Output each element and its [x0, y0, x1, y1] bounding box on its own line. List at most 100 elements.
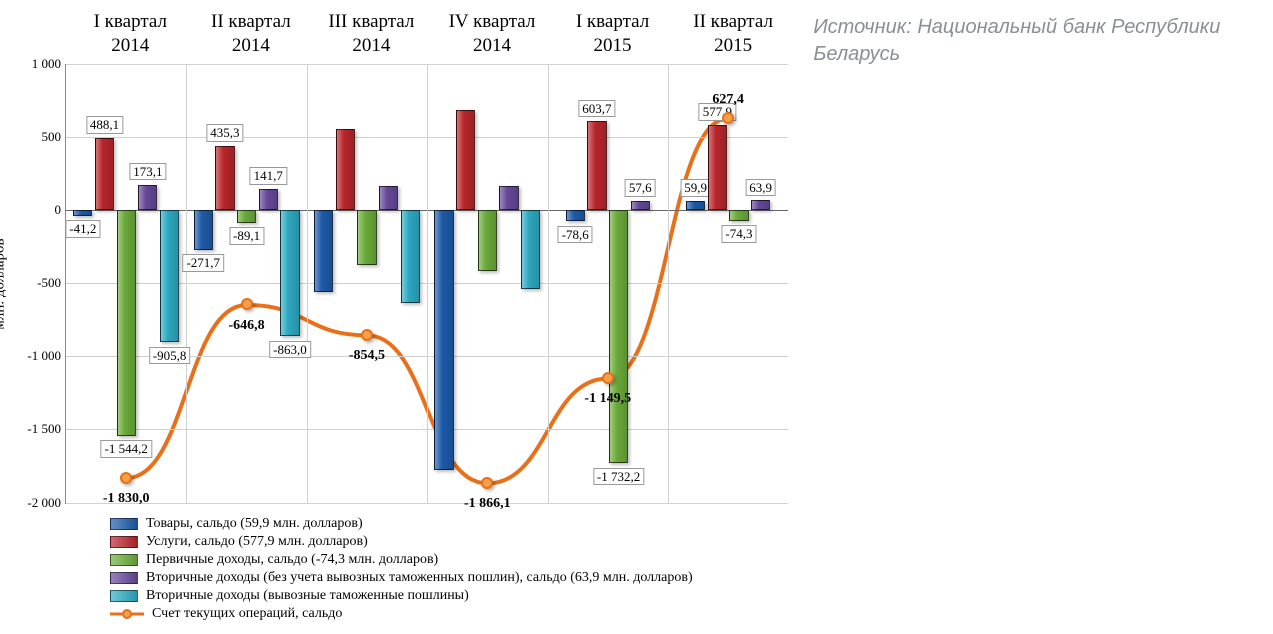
bar-group: -271,7435,3-89,1141,7-863,0: [186, 64, 306, 503]
bar-secondary: [138, 185, 157, 210]
y-tick-label: 1 000: [16, 56, 61, 72]
bar-value-label: -74,3: [721, 225, 756, 243]
bar-group: [307, 64, 427, 503]
legend-label: Товары, сальдо (59,9 млн. долларов): [146, 516, 363, 532]
category-label: II квартал2014: [191, 10, 312, 58]
bar-goods: [686, 201, 705, 210]
legend-item: Вторичные доходы (без учета вывозных там…: [110, 570, 793, 586]
y-axis-label: млн. долларов: [0, 238, 9, 329]
bar-value-label: 141,7: [250, 167, 287, 185]
legend-swatch: [110, 518, 138, 530]
bar-primary: [478, 210, 497, 271]
bar-value-label: 173,1: [129, 163, 166, 181]
category-labels: I квартал2014II квартал2014III квартал20…: [10, 10, 793, 58]
line-value-label: -854,5: [349, 348, 385, 364]
bar-value-label: -863,0: [269, 341, 311, 359]
bar-value-label: -271,7: [182, 254, 224, 272]
bar-value-label: 488,1: [86, 116, 123, 134]
bar-goods: [73, 210, 92, 216]
y-tick-label: 500: [16, 129, 61, 145]
bar-value-label: -1 732,2: [593, 468, 644, 486]
chart-container: I квартал2014II квартал2014III квартал20…: [10, 10, 793, 624]
bar-secondary: [259, 189, 278, 210]
bar-group: [427, 64, 547, 503]
bar-export_duties: [521, 210, 540, 289]
bar-services: [215, 146, 234, 210]
legend-line-swatch: [110, 607, 144, 621]
bar-value-label: -41,2: [65, 220, 100, 238]
category-label: III квартал2014: [311, 10, 432, 58]
line-value-label: -1 866,1: [464, 496, 511, 512]
line-value-label: -1 830,0: [103, 491, 150, 507]
bar-goods: [566, 210, 585, 222]
line-marker: [361, 329, 373, 341]
bar-services: [95, 138, 114, 209]
line-marker: [481, 477, 493, 489]
bar-primary: [729, 210, 748, 221]
bar-primary: [117, 210, 136, 436]
y-tick-label: -1 500: [16, 421, 61, 437]
y-tick-label: -500: [16, 275, 61, 291]
bar-goods: [194, 210, 213, 250]
bar-export_duties: [280, 210, 299, 336]
category-label: IV квартал2014: [432, 10, 553, 58]
legend-item: Вторичные доходы (вывозные таможенные по…: [110, 588, 793, 604]
line-marker: [120, 472, 132, 484]
legend-item: Счет текущих операций, сальдо: [110, 606, 793, 622]
legend-item: Товары, сальдо (59,9 млн. долларов): [110, 516, 793, 532]
bar-primary: [237, 210, 256, 223]
bar-services: [336, 129, 355, 210]
bar-group: -41,2488,1-1 544,2173,1-905,8: [66, 64, 186, 503]
line-marker: [241, 298, 253, 310]
bar-value-label: -1 544,2: [101, 440, 152, 458]
source-attribution: Источник: Национальный банк Республики Б…: [813, 10, 1263, 68]
bar-value-label: 603,7: [578, 100, 615, 118]
bar-goods: [434, 210, 453, 470]
bar-primary: [357, 210, 376, 266]
plot-area: -2 000-1 500-1 000-50005001 000-41,2488,…: [65, 64, 788, 504]
bar-secondary: [631, 201, 650, 209]
bar-services: [587, 121, 606, 209]
legend-label: Услуги, сальдо (577,9 млн. долларов): [146, 534, 368, 550]
bar-value-label: 57,6: [625, 179, 656, 197]
category-label: I квартал2014: [70, 10, 191, 58]
legend-swatch: [110, 536, 138, 548]
bar-value-label: 63,9: [745, 179, 776, 197]
legend-swatch: [110, 572, 138, 584]
category-label: I квартал2015: [552, 10, 673, 58]
bar-secondary: [751, 200, 770, 209]
bar-group: 59,9577,9-74,363,9: [668, 64, 788, 503]
y-tick-label: -1 000: [16, 348, 61, 364]
legend-label: Первичные доходы, сальдо (-74,3 млн. дол…: [146, 552, 438, 568]
line-marker: [602, 372, 614, 384]
line-marker: [722, 112, 734, 124]
bar-value-label: -78,6: [558, 226, 593, 244]
legend-label: Счет текущих операций, сальдо: [152, 606, 342, 622]
bar-secondary: [499, 186, 518, 209]
category-label: II квартал2015: [673, 10, 794, 58]
y-tick-label: 0: [16, 202, 61, 218]
bar-services: [456, 110, 475, 210]
y-tick-label: -2 000: [16, 495, 61, 511]
bar-primary: [609, 210, 628, 463]
bar-value-label: 435,3: [206, 124, 243, 142]
bar-export_duties: [160, 210, 179, 343]
bar-value-label: 59,9: [680, 179, 711, 197]
legend-label: Вторичные доходы (без учета вывозных там…: [146, 570, 693, 586]
bar-value-label: -89,1: [229, 227, 264, 245]
bar-group: -78,6 603,7 -1 732,2 57,6: [548, 64, 668, 503]
bar-secondary: [379, 186, 398, 210]
line-value-label: -1 149,5: [584, 391, 631, 407]
chart-legend: Товары, сальдо (59,9 млн. долларов) Услуг…: [10, 516, 793, 622]
bar-export_duties: [401, 210, 420, 304]
legend-item: Первичные доходы, сальдо (-74,3 млн. дол…: [110, 552, 793, 568]
legend-label: Вторичные доходы (вывозные таможенные по…: [146, 588, 469, 604]
bar-services: [708, 125, 727, 210]
bar-value-label: -905,8: [149, 347, 191, 365]
line-value-label: 627,4: [712, 92, 744, 108]
line-value-label: -646,8: [228, 318, 264, 334]
grid-line: [66, 503, 788, 504]
chart-plot-frame: млн. долларов -2 000-1 500-1 000-5000500…: [10, 64, 793, 504]
legend-item: Услуги, сальдо (577,9 млн. долларов): [110, 534, 793, 550]
legend-swatch: [110, 590, 138, 602]
